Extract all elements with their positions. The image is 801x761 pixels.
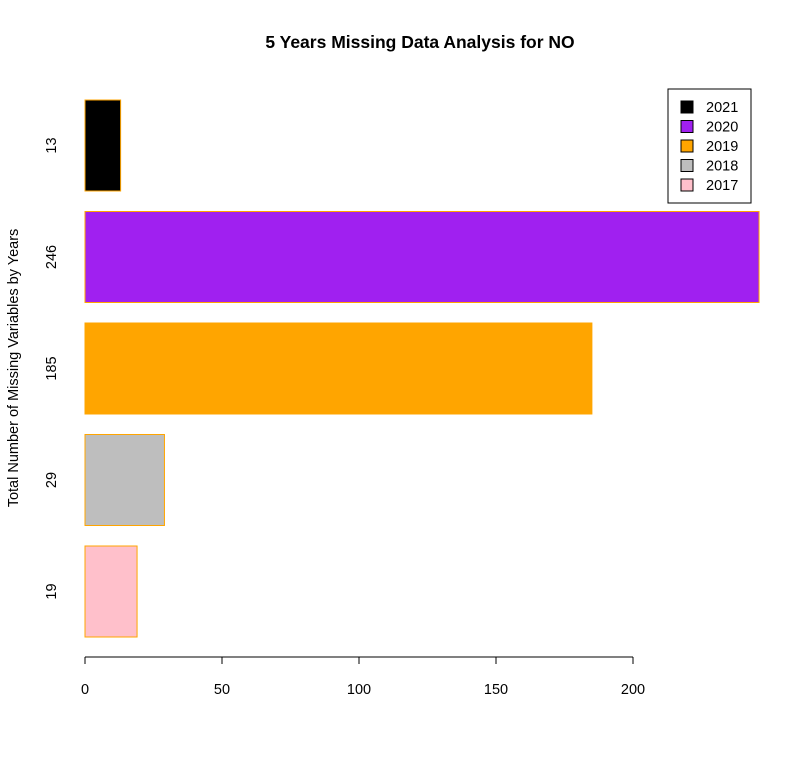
x-axis: 0 50 100 150 200: [81, 656, 645, 698]
y-tick-label-13: 13: [44, 137, 60, 153]
legend-swatch-2020: [680, 120, 694, 133]
chart-title: 5 Years Missing Data Analysis for NO: [265, 32, 574, 52]
legend-swatch-2018: [680, 159, 694, 172]
legend-label-2018: 2018: [706, 159, 738, 175]
x-tick-label-200: 200: [621, 682, 645, 698]
legend-swatch-2017: [680, 178, 694, 192]
y-tick-label-185: 185: [44, 356, 60, 380]
bar-2021: [84, 99, 122, 192]
y-tick-label-246: 246: [44, 245, 60, 269]
x-tick-label-50: 50: [214, 682, 230, 698]
bars: [84, 99, 760, 638]
y-axis-label: Total Number of Missing Variables by Yea…: [6, 229, 22, 508]
y-tick-label-29: 29: [44, 472, 60, 488]
bar-2019: [84, 322, 593, 415]
legend-label-2017: 2017: [706, 178, 738, 194]
legend-swatch-2019: [680, 139, 694, 153]
x-tick-label-0: 0: [81, 682, 89, 698]
x-tick-label-100: 100: [347, 682, 371, 698]
bar-2020: [84, 211, 760, 303]
y-tick-label-19: 19: [44, 583, 60, 599]
legend-label-2020: 2020: [706, 120, 738, 136]
y-tick-labels: 13 246 185 29 19: [44, 137, 60, 599]
legend-label-2021: 2021: [706, 100, 738, 116]
legend-swatch-2021: [680, 100, 694, 114]
bar-2018: [84, 434, 165, 526]
legend: 2021 2020 2019 2018 2017: [667, 88, 752, 204]
x-tick-label-150: 150: [484, 682, 508, 698]
legend-label-2019: 2019: [706, 139, 738, 155]
bar-2017: [84, 545, 138, 638]
